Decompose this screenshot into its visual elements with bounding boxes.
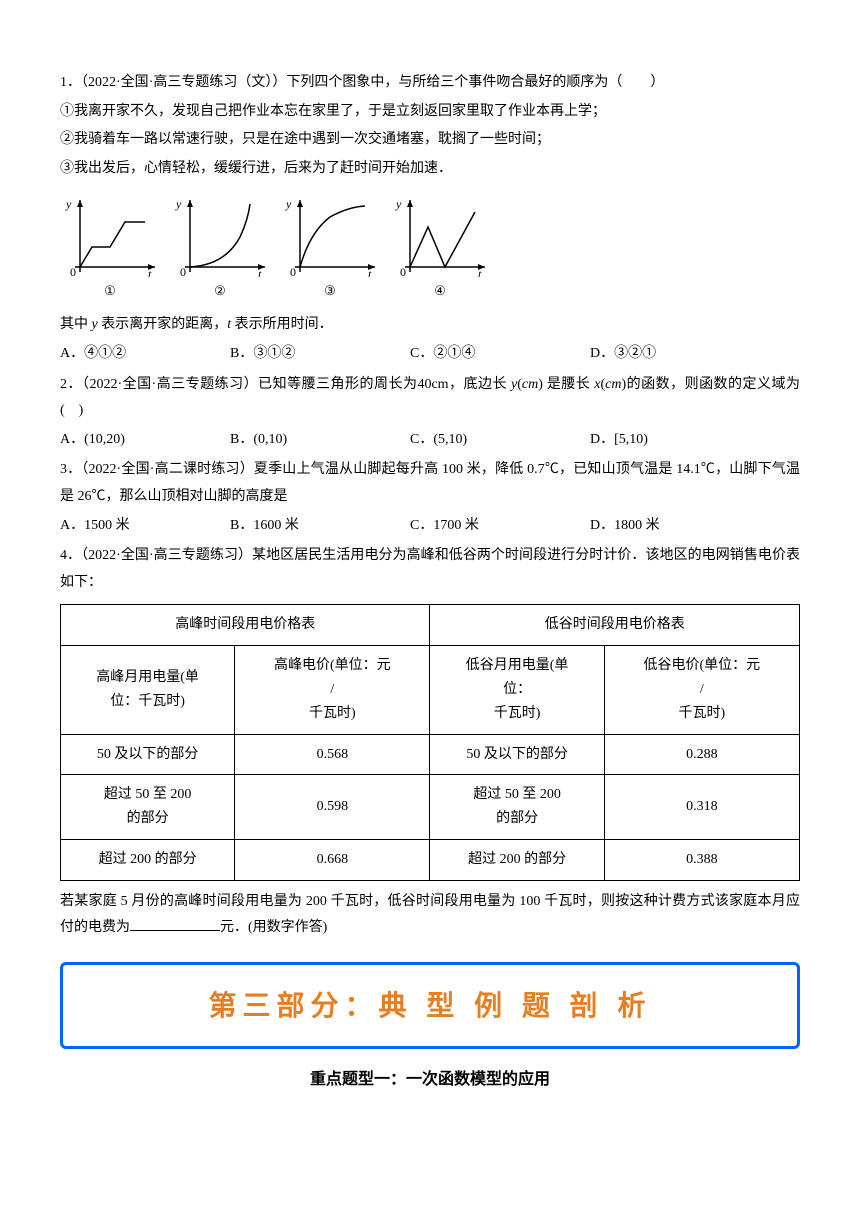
graph-3-label: ③ [280,279,380,304]
q4-tail: 若某家庭 5 月份的高峰时间段用电量为 200 千瓦时，低谷时间段用电量为 10… [60,889,800,942]
table-row: 高峰时间段用电价格表 低谷时间段用电价格表 [61,605,800,646]
q3-opt-c: C．1700 米 [410,513,590,540]
table-row: 超过 200 的部分 0.668 超过 200 的部分 0.388 [61,839,800,880]
cell: 超过 200 的部分 [430,839,604,880]
q3-stem: 3．（2022·全国·高二课时练习）夏季山上气温从山脚起每升高 100 米，降低… [60,457,800,510]
col-header: 低谷月用电量(单位：千瓦时) [430,646,604,734]
svg-text:0: 0 [400,265,406,277]
table-row: 高峰月用电量(单位：千瓦时) 高峰电价(单位：元/千瓦时) 低谷月用电量(单位：… [61,646,800,734]
cell: 50 及以下的部分 [430,734,604,775]
section-header: 第三部分：典 型 例 题 剖 析 [60,962,800,1049]
section-title: 第三部分：典 型 例 题 剖 析 [83,979,777,1032]
graph-2-label: ② [170,279,270,304]
cell: 超过 200 的部分 [61,839,235,880]
table-row: 超过 50 至 200的部分 0.598 超过 50 至 200的部分 0.31… [61,775,800,840]
cell: 0.388 [604,839,799,880]
table-row: 50 及以下的部分 0.568 50 及以下的部分 0.288 [61,734,800,775]
q1-note: 其中 y 表示离开家的距离，t 表示所用时间． [60,312,800,339]
cell: 0.568 [235,734,430,775]
svg-text:0: 0 [70,265,76,277]
col-header: 高峰月用电量(单位：千瓦时) [61,646,235,734]
cell: 0.598 [235,775,430,840]
header-peak: 高峰时间段用电价格表 [61,605,430,646]
graph-row: y t 0 ① y t 0 ② [60,192,800,302]
q2-options: A．(10,20) B．(0,10) C．(5,10) D．[5,10) [60,427,800,454]
q1-opt-b: B．③①② [230,341,410,368]
q3-opt-d: D．1800 米 [590,513,750,540]
q2-opt-d: D．[5,10) [590,427,750,454]
svg-text:y: y [175,197,182,211]
q1-item-1: ①我离开家不久，发现自己把作业本忘在家里了，于是立刻返回家里取了作业本再上学； [60,99,800,126]
question-1: 1．（2022·全国·高三专题练习（文））下列四个图象中，与所给三个事件吻合最好… [60,70,800,368]
q4-tail-2: 元．(用数字作答) [220,920,327,935]
cell: 0.318 [604,775,799,840]
q2-opt-c: C．(5,10) [410,427,590,454]
q1-opt-a: A．④①② [60,341,230,368]
q2-opt-a: A．(10,20) [60,427,230,454]
cell: 50 及以下的部分 [61,734,235,775]
q2-opt-b: B．(0,10) [230,427,410,454]
price-table: 高峰时间段用电价格表 低谷时间段用电价格表 高峰月用电量(单位：千瓦时) 高峰电… [60,604,800,880]
q1-opt-c: C．②①④ [410,341,590,368]
question-3: 3．（2022·全国·高二课时练习）夏季山上气温从山脚起每升高 100 米，降低… [60,457,800,539]
col-header: 低谷电价(单位：元/千瓦时) [604,646,799,734]
col-header: 高峰电价(单位：元/千瓦时) [235,646,430,734]
q3-opt-a: A．1500 米 [60,513,230,540]
q1-item-3: ③我出发后，心情轻松，缓缓行进，后来为了赶时间开始加速． [60,156,800,183]
cell: 超过 50 至 200的部分 [61,775,235,840]
graph-1: y t 0 ① [60,192,160,302]
cell: 0.668 [235,839,430,880]
question-4: 4．（2022·全国·高三专题练习）某地区居民生活用电分为高峰和低谷两个时间段进… [60,543,800,942]
q1-opt-d: D．③②① [590,341,750,368]
q3-opt-b: B．1600 米 [230,513,410,540]
header-valley: 低谷时间段用电价格表 [430,605,800,646]
blank-underline [130,917,220,931]
cell: 超过 50 至 200的部分 [430,775,604,840]
graph-4: y t 0 ④ [390,192,490,302]
q1-stem: 1．（2022·全国·高三专题练习（文））下列四个图象中，与所给三个事件吻合最好… [60,70,800,97]
svg-text:y: y [65,197,72,211]
graph-1-label: ① [60,279,160,304]
q2-stem: 2．（2022·全国·高三专题练习）已知等腰三角形的周长为40cm，底边长 y(… [60,372,800,425]
q1-options: A．④①② B．③①② C．②①④ D．③②① [60,341,800,368]
svg-text:0: 0 [180,265,186,277]
graph-2: y t 0 ② [170,192,270,302]
q1-item-2: ②我骑着车一路以常速行驶，只是在途中遇到一次交通堵塞，耽搁了一些时间； [60,127,800,154]
cell: 0.288 [604,734,799,775]
q3-options: A．1500 米 B．1600 米 C．1700 米 D．1800 米 [60,513,800,540]
svg-text:0: 0 [290,265,296,277]
subsection-title: 重点题型一：一次函数模型的应用 [60,1065,800,1095]
svg-text:y: y [285,197,292,211]
svg-text:y: y [395,197,402,211]
graph-4-label: ④ [390,279,490,304]
question-2: 2．（2022·全国·高三专题练习）已知等腰三角形的周长为40cm，底边长 y(… [60,372,800,454]
graph-3: y t 0 ③ [280,192,380,302]
q4-stem: 4．（2022·全国·高三专题练习）某地区居民生活用电分为高峰和低谷两个时间段进… [60,543,800,596]
